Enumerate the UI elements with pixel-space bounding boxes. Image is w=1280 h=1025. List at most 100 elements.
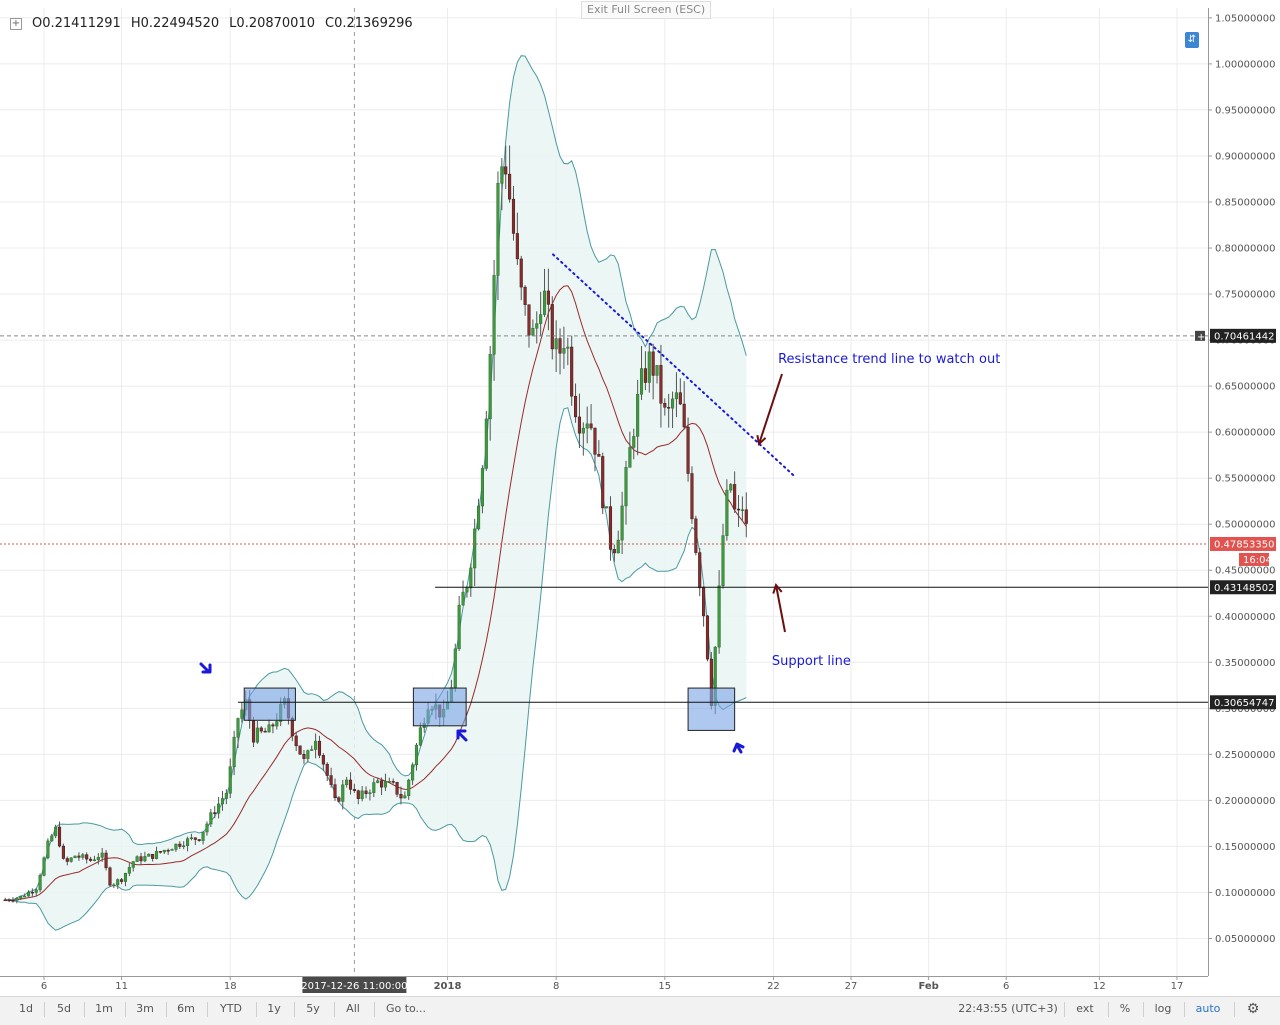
log-scale-button[interactable]: log — [1154, 1002, 1172, 1015]
candle-body — [220, 798, 225, 805]
candle-body — [477, 505, 481, 530]
candle-body — [550, 304, 554, 350]
candle-body — [162, 849, 166, 853]
candle-body — [589, 423, 593, 429]
candle-body — [612, 549, 616, 554]
y-tick-label: 0.90000000 — [1215, 151, 1275, 162]
candle-body — [535, 323, 539, 329]
candle-body — [744, 509, 748, 524]
candle-body — [139, 856, 143, 862]
candle-body — [562, 348, 566, 354]
candle-body — [674, 392, 678, 400]
candle-body — [263, 730, 267, 733]
candle-body — [391, 781, 395, 783]
countdown-label: 16:04 — [1243, 555, 1272, 566]
extended-hours-button[interactable]: ext — [1076, 1002, 1094, 1015]
y-tick-label: 1.00000000 — [1215, 59, 1275, 70]
candle-body — [546, 290, 550, 305]
candle-body — [7, 899, 11, 902]
crosshair-time-label: 2017-12-26 11:00:00 — [301, 981, 407, 992]
annotation-arrow-head — [756, 434, 767, 446]
bollinger-band-fill — [5, 55, 747, 931]
auto-scale-button[interactable]: auto — [1195, 1002, 1221, 1015]
candle-body — [46, 840, 50, 859]
candle-body — [38, 875, 42, 891]
exit-fullscreen-button[interactable]: Exit Full Screen (ESC) — [581, 1, 712, 19]
candle-body — [659, 365, 663, 404]
range-6m-button[interactable]: 6m — [177, 1002, 195, 1015]
candle-body — [411, 764, 415, 781]
candle-body — [352, 789, 356, 791]
resistance-trendline[interactable] — [552, 253, 795, 477]
candle-body — [100, 852, 104, 858]
candle-body — [527, 304, 531, 336]
candle-body — [310, 749, 314, 751]
candle-body — [705, 615, 710, 660]
candle-body — [488, 353, 492, 420]
moving-average-line — [5, 285, 747, 901]
range-5d-button[interactable]: 5d — [57, 1002, 71, 1015]
gear-icon[interactable]: ⚙ — [1246, 1001, 1260, 1017]
candle-body — [407, 779, 411, 796]
candle-body — [15, 897, 19, 901]
highlight-box — [687, 687, 736, 731]
range-5y-button[interactable]: 5y — [306, 1002, 320, 1015]
scale-lock-icon[interactable]: ⇵ — [1185, 32, 1199, 48]
candle-body — [135, 856, 139, 862]
y-tick-label: 0.75000000 — [1215, 290, 1275, 301]
pointer-arrow — [456, 729, 468, 742]
candle-body — [457, 604, 461, 650]
candle-body — [341, 784, 345, 802]
range-all-button[interactable]: All — [346, 1002, 360, 1015]
y-tick-label: 0.55000000 — [1215, 474, 1275, 485]
candle-body — [298, 745, 302, 755]
candle-body — [186, 838, 190, 846]
candle-body — [92, 859, 96, 862]
candle-body — [209, 812, 213, 825]
ohlc-close: C0.21369296 — [325, 16, 413, 31]
y-tick-label: 0.85000000 — [1215, 197, 1275, 208]
candle-body — [232, 736, 236, 767]
y-tick-label: 0.25000000 — [1215, 750, 1275, 761]
candle-body — [158, 851, 162, 853]
range-1d-button[interactable]: 1d — [19, 1002, 33, 1015]
add-alert-button[interactable] — [1195, 330, 1205, 341]
candle-body — [461, 591, 465, 606]
candle-body — [217, 803, 221, 814]
plus-icon: + — [1197, 332, 1205, 343]
price-label: 0.43148502 — [1214, 583, 1274, 594]
price-chart[interactable]: 0.05000000 0.10000000 0.15000000 0.20000000… — [0, 0, 1280, 996]
candle-body — [240, 709, 244, 719]
crosshair-time-box — [302, 977, 407, 993]
candle-body — [147, 853, 151, 857]
candle-body — [57, 826, 62, 847]
candle-body — [663, 403, 667, 408]
highlight-box — [243, 687, 296, 721]
goto-button[interactable]: Go to... — [385, 1002, 427, 1015]
candle-body — [127, 867, 131, 874]
y-tick-label: 0.15000000 — [1215, 842, 1275, 853]
candle-body — [504, 166, 508, 175]
range-ytd-button[interactable]: YTD — [220, 1002, 242, 1015]
candle-body — [554, 338, 558, 350]
candle-body — [224, 792, 228, 799]
percent-scale-button[interactable]: % — [1119, 1002, 1131, 1015]
x-tick-label: 11 — [115, 981, 128, 992]
candle-body — [19, 896, 23, 899]
range-1m-button[interactable]: 1m — [95, 1002, 113, 1015]
range-1y-button[interactable]: 1y — [267, 1002, 281, 1015]
candle-body — [380, 780, 384, 788]
price-label-box — [1210, 580, 1276, 595]
x-tick-label: 8 — [553, 981, 559, 992]
candle-body — [372, 782, 376, 793]
candle-body — [628, 447, 632, 468]
candle-body — [694, 518, 698, 553]
candle-body — [116, 879, 120, 886]
candle-body — [197, 839, 201, 841]
expand-icon[interactable]: + — [10, 17, 22, 30]
candle-body — [306, 750, 310, 759]
candle-body — [213, 812, 217, 814]
candle-body — [453, 648, 457, 688]
candle-body — [577, 416, 581, 434]
range-3m-button[interactable]: 3m — [136, 1002, 154, 1015]
